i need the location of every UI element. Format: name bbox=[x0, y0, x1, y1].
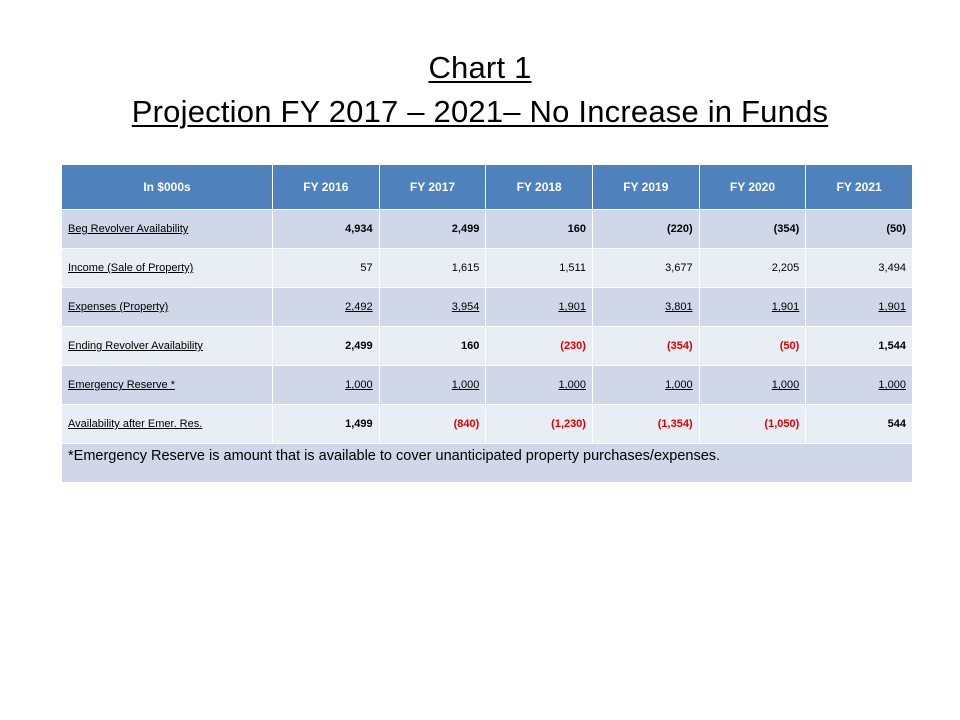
table-cell: (354) bbox=[698, 209, 807, 249]
table-row-expenses: Expenses (Property) 2,492 3,954 1,901 3,… bbox=[61, 287, 913, 327]
table-cell: 1,000 bbox=[272, 365, 380, 405]
table-cell: 2,492 bbox=[272, 287, 380, 327]
table-cell: 1,615 bbox=[378, 248, 487, 288]
table-cell-negative: (1,354) bbox=[591, 404, 700, 444]
row-label: Income (Sale of Property) bbox=[61, 248, 273, 288]
table-cell: (220) bbox=[591, 209, 700, 249]
row-label: Ending Revolver Availability bbox=[61, 326, 273, 366]
table-cell-negative: (1,050) bbox=[698, 404, 807, 444]
table-cell: 3,801 bbox=[591, 287, 700, 327]
table-cell: 3,677 bbox=[591, 248, 700, 288]
table-cell: 1,000 bbox=[378, 365, 487, 405]
table-cell: 1,499 bbox=[272, 404, 380, 444]
header-fy2021: FY 2021 bbox=[805, 164, 913, 210]
slide-title: Chart 1 Projection FY 2017 – 2021– No In… bbox=[0, 46, 960, 134]
table-cell: 1,000 bbox=[805, 365, 913, 405]
table-cell: 1,511 bbox=[485, 248, 593, 288]
table-cell-negative: (230) bbox=[485, 326, 593, 366]
table-cell: 2,499 bbox=[378, 209, 487, 249]
header-fy2018: FY 2018 bbox=[485, 164, 593, 210]
row-label: Emergency Reserve * bbox=[61, 365, 273, 405]
table-cell: 160 bbox=[485, 209, 593, 249]
footnote-text: *Emergency Reserve is amount that is ava… bbox=[61, 443, 913, 483]
header-fy2017: FY 2017 bbox=[378, 164, 487, 210]
table-header-row: In $000s FY 2016 FY 2017 FY 2018 FY 2019… bbox=[61, 164, 913, 210]
header-fy2016: FY 2016 bbox=[272, 164, 380, 210]
table-cell: 160 bbox=[378, 326, 487, 366]
row-label: Availability after Emer. Res. bbox=[61, 404, 273, 444]
table-cell: 3,954 bbox=[378, 287, 487, 327]
table-cell: 544 bbox=[805, 404, 913, 444]
table-cell: 2,499 bbox=[272, 326, 380, 366]
table-cell: 1,901 bbox=[805, 287, 913, 327]
table-cell: (50) bbox=[805, 209, 913, 249]
table-row-ending-revolver: Ending Revolver Availability 2,499 160 (… bbox=[61, 326, 913, 366]
projection-title: Projection FY 2017 – 2021– No Increase i… bbox=[131, 94, 829, 129]
table-row-beg-revolver: Beg Revolver Availability 4,934 2,499 16… bbox=[61, 209, 913, 249]
row-label: Beg Revolver Availability bbox=[61, 209, 273, 249]
header-units: In $000s bbox=[61, 164, 273, 210]
header-fy2020: FY 2020 bbox=[698, 164, 807, 210]
footnote-row: *Emergency Reserve is amount that is ava… bbox=[61, 443, 913, 483]
table-cell-negative: (50) bbox=[698, 326, 807, 366]
table-cell: 1,000 bbox=[485, 365, 593, 405]
table-row-emergency-reserve: Emergency Reserve * 1,000 1,000 1,000 1,… bbox=[61, 365, 913, 405]
row-label: Expenses (Property) bbox=[61, 287, 273, 327]
table-cell: 1,901 bbox=[698, 287, 807, 327]
table-cell: 1,000 bbox=[591, 365, 700, 405]
table-row-availability-after-reserve: Availability after Emer. Res. 1,499 (840… bbox=[61, 404, 913, 444]
table-cell: 1,000 bbox=[698, 365, 807, 405]
table-cell: 1,544 bbox=[805, 326, 913, 366]
table-cell: 2,205 bbox=[698, 248, 807, 288]
table-cell-negative: (840) bbox=[378, 404, 487, 444]
table-cell: 57 bbox=[272, 248, 380, 288]
header-fy2019: FY 2019 bbox=[591, 164, 700, 210]
table-cell-negative: (354) bbox=[591, 326, 700, 366]
projection-table: In $000s FY 2016 FY 2017 FY 2018 FY 2019… bbox=[61, 164, 913, 483]
table-cell: 4,934 bbox=[272, 209, 380, 249]
chart-number-title: Chart 1 bbox=[428, 50, 532, 85]
table-cell: 3,494 bbox=[805, 248, 913, 288]
table-cell-negative: (1,230) bbox=[485, 404, 593, 444]
table-cell: 1,901 bbox=[485, 287, 593, 327]
table-row-income: Income (Sale of Property) 57 1,615 1,511… bbox=[61, 248, 913, 288]
